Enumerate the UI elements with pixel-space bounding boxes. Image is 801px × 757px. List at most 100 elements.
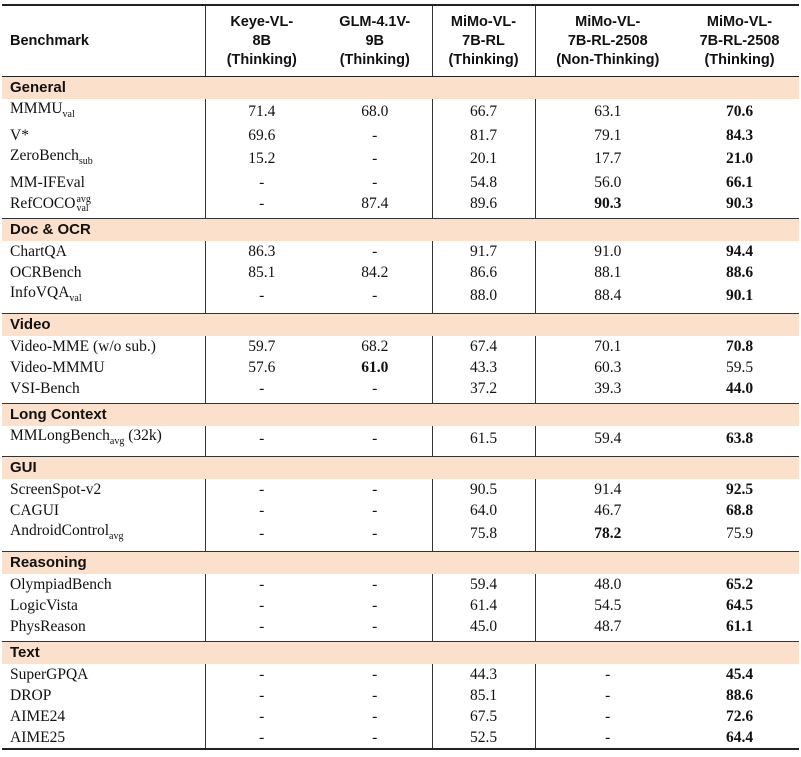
data-row: DROP - -85.1-88.6 (2, 685, 799, 707)
gap-cell (432, 214, 536, 219)
score: 90.3 (594, 194, 622, 212)
benchmark-name: Video-MME (w/o sub.) (2, 336, 206, 358)
data-row: MMMUval 71.4 68.0 66.7 63.1 70.6 (2, 99, 799, 126)
data-row: SuperGPQA - -44.3-45.4 (2, 664, 799, 686)
score: 61.4 (432, 595, 536, 617)
gap-cell (2, 637, 206, 642)
section-title: Doc & OCR (2, 218, 799, 242)
benchmark-name: LogicVista (2, 595, 206, 617)
gap-cell (318, 452, 433, 457)
benchmark-name: ScreenSpot-v2 (2, 479, 206, 501)
score: 17.7 (594, 150, 622, 168)
header-line: (Thinking) (704, 51, 775, 68)
page: Benchmark Keye-VL- 8B (Thinking) GLM-4.1V- 9B… (0, 4, 801, 757)
score: 71.4 (248, 103, 276, 121)
score: 57.6 (248, 358, 276, 376)
header-line: Benchmark (10, 32, 89, 49)
score: - (318, 616, 433, 638)
table-body: General MMMUval 71.4 68.0 66.7 63.1 70.6 V* 69.6… (2, 76, 799, 751)
header-line: (Thinking) (339, 51, 410, 68)
score: 43.3 (432, 357, 536, 379)
score: 88.0 (432, 283, 536, 310)
score: - (318, 574, 433, 596)
benchmark-text: OlympiadBench (10, 575, 112, 593)
score: 66.7 (432, 99, 536, 126)
score: 61.5 (432, 426, 536, 453)
score: 78.2 (594, 525, 622, 543)
benchmark-text: LogicVista (10, 596, 78, 614)
score: - (259, 430, 265, 448)
header-line: 9B (365, 32, 385, 49)
benchmark-name: CAGUI (2, 500, 206, 522)
score: - (259, 194, 265, 212)
score: 89.6 (432, 193, 536, 215)
superscript: avg (76, 194, 91, 206)
benchmark-name: InfoVQAval (2, 283, 206, 310)
gap-cell (318, 637, 433, 642)
data-row: CAGUI - -64.0 46.7 68.8 (2, 500, 799, 522)
score: 70.8 (725, 337, 754, 355)
section-gap (2, 637, 799, 642)
score: 70.1 (594, 337, 622, 355)
benchmark-text: DROP (10, 686, 52, 704)
column-header: Keye-VL- 8B (Thinking) (205, 4, 318, 77)
section-gap (2, 547, 799, 552)
score: 63.1 (594, 103, 622, 121)
section-header: Text (2, 641, 799, 665)
score: 84.3 (725, 126, 754, 144)
score: 61.1 (725, 617, 754, 635)
benchmark-text: AIME25 (10, 728, 66, 746)
subscript: sub (78, 156, 93, 168)
score: 54.8 (432, 172, 536, 194)
score: 94.4 (725, 242, 754, 260)
score: - (205, 727, 318, 751)
benchmark-name: RefCOCO avg val (2, 193, 206, 215)
score: 85.1 (432, 685, 536, 707)
header-line: MiMo-VL- (575, 13, 641, 30)
data-row: Video-MME (w/o sub.) 59.7 68.2 67.4 70.1 70.8 (2, 336, 799, 358)
score: 64.5 (725, 596, 754, 614)
benchmark-text: V* (10, 126, 29, 144)
score: - (318, 283, 433, 310)
data-row: Video-MMMU 57.6 61.0 43.3 60.3 59.5 (2, 357, 799, 379)
section-header: Video (2, 313, 799, 337)
header-line: MiMo-VL- (706, 13, 773, 30)
score: 91.4 (594, 480, 622, 498)
score: 91.0 (594, 242, 622, 260)
score: - (259, 686, 265, 704)
data-row: AIME25- -52.5-64.4 (2, 727, 799, 751)
score: 56.0 (594, 173, 622, 191)
score: 67.5 (432, 706, 536, 728)
score: - (318, 378, 433, 400)
gap-cell (432, 309, 536, 314)
benchmark-text: ScreenSpot-v2 (10, 480, 102, 498)
score: 59.4 (432, 574, 536, 596)
score: 92.5 (725, 480, 754, 498)
benchmark-text: PhysReason (10, 617, 86, 635)
score: - (318, 125, 433, 147)
data-row: MMLongBenchavg (32k) - -61.5 59.4 63.8 (2, 426, 799, 453)
section-title: Long Context (2, 403, 799, 427)
benchmark-name: SuperGPQA (2, 664, 206, 686)
score: 64.0 (432, 500, 536, 522)
score: - (605, 707, 611, 725)
score: - (318, 521, 433, 548)
score: - (318, 241, 433, 263)
section-title: Reasoning (2, 551, 799, 575)
score: - (259, 480, 265, 498)
score: - (535, 727, 680, 751)
gap-cell (2, 547, 206, 552)
score: 81.7 (432, 125, 536, 147)
score: 61.0 (318, 357, 433, 379)
data-row: OlympiadBench - -59.4 48.0 65.2 (2, 574, 799, 596)
benchmark-name: DROP (2, 685, 206, 707)
header-line: 7B-RL (462, 32, 505, 49)
score: 65.2 (725, 575, 754, 593)
subscript: avg (109, 436, 125, 448)
section-title: General (2, 76, 799, 99)
section-header: General (2, 76, 799, 99)
score: 37.2 (432, 378, 536, 400)
score: 75.8 (432, 521, 536, 548)
score: - (259, 575, 265, 593)
benchmark-name: V* (2, 125, 206, 147)
